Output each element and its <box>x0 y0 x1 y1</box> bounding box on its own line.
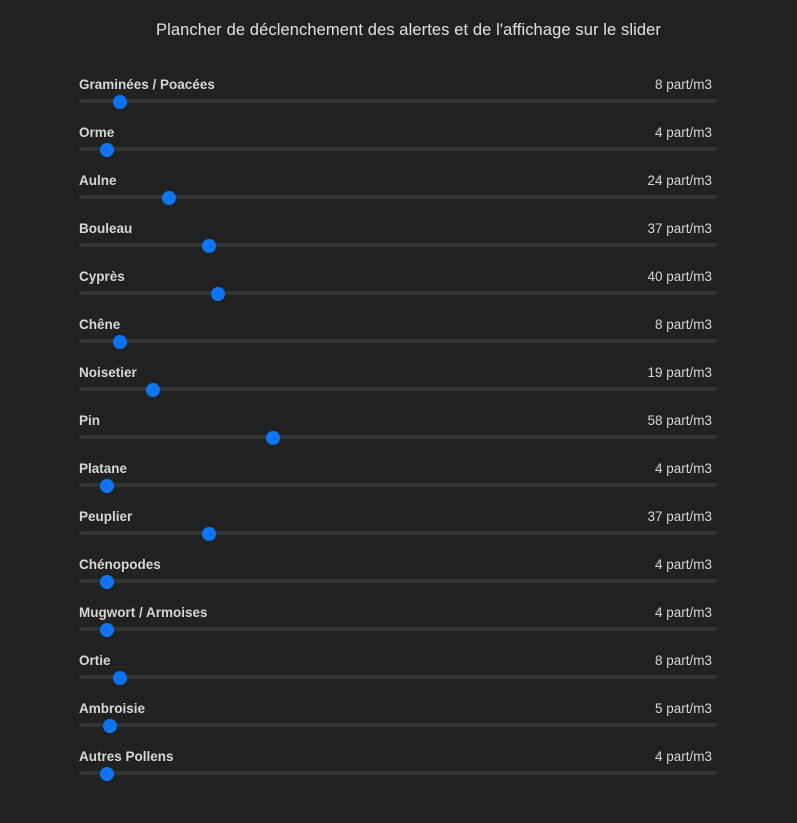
slider-row: Noisetier 19 part/m3 <box>79 363 717 411</box>
slider-track[interactable] <box>79 483 717 487</box>
page-title: Plancher de déclenchement des alertes et… <box>155 21 662 39</box>
slider-label: Orme <box>79 125 115 140</box>
slider-track[interactable] <box>79 147 717 151</box>
slider-track[interactable] <box>79 579 717 583</box>
slider-thumb[interactable] <box>112 95 127 109</box>
slider-thumb[interactable] <box>201 527 216 541</box>
slider-thumb[interactable] <box>161 191 176 205</box>
slider-label: Aulne <box>79 173 117 188</box>
slider-track[interactable] <box>79 243 717 247</box>
slider-track[interactable] <box>79 339 717 343</box>
slider-track[interactable] <box>79 291 717 295</box>
slider-value: 4 part/m3 <box>654 605 712 620</box>
slider-value: 8 part/m3 <box>654 77 712 92</box>
slider-thumb[interactable] <box>100 623 115 637</box>
slider-row: Peuplier 37 part/m3 <box>79 507 717 555</box>
slider-value: 5 part/m3 <box>654 701 712 716</box>
slider-value: 58 part/m3 <box>647 413 712 428</box>
slider-thumb[interactable] <box>211 287 225 301</box>
slider-track[interactable] <box>79 723 717 727</box>
slider-thumb[interactable] <box>100 575 115 589</box>
slider-value: 40 part/m3 <box>647 269 712 284</box>
slider-label: Autres Pollens <box>79 749 174 764</box>
slider-row: Ambroisie 5 part/m3 <box>79 699 717 747</box>
slider-row: Graminées / Poacées 8 part/m3 <box>79 75 717 123</box>
slider-row: Platane 4 part/m3 <box>79 459 717 507</box>
slider-label: Ambroisie <box>79 701 146 716</box>
slider-label: Mugwort / Armoises <box>79 605 208 620</box>
slider-row: Chénopodes 4 part/m3 <box>79 555 717 603</box>
slider-row: Aulne 24 part/m3 <box>79 171 717 219</box>
slider-row: Cyprès 40 part/m3 <box>79 267 717 315</box>
slider-row: Bouleau 37 part/m3 <box>79 219 717 267</box>
slider-value: 24 part/m3 <box>647 173 712 188</box>
slider-row: Chêne 8 part/m3 <box>79 315 717 363</box>
slider-label: Graminées / Poacées <box>79 77 215 92</box>
slider-value: 37 part/m3 <box>647 221 712 236</box>
slider-label: Ortie <box>79 653 111 668</box>
slider-value: 4 part/m3 <box>654 125 712 140</box>
slider-value: 19 part/m3 <box>647 365 712 380</box>
slider-label: Cyprès <box>79 269 125 284</box>
slider-thumb[interactable] <box>100 143 115 157</box>
slider-track[interactable] <box>79 387 717 391</box>
slider-label: Pin <box>79 413 101 428</box>
slider-label: Noisetier <box>79 365 137 380</box>
slider-label: Platane <box>79 461 128 476</box>
slider-thumb[interactable] <box>103 719 118 733</box>
slider-track[interactable] <box>79 627 717 631</box>
slider-label: Chénopodes <box>79 557 161 572</box>
slider-value: 4 part/m3 <box>654 557 712 572</box>
slider-track[interactable] <box>79 675 717 679</box>
slider-track[interactable] <box>79 531 717 535</box>
slider-thumb[interactable] <box>266 431 281 445</box>
slider-value: 4 part/m3 <box>654 461 712 476</box>
slider-list: Graminées / Poacées 8 part/m3 Orme 4 par… <box>79 75 717 795</box>
slider-row: Orme 4 part/m3 <box>79 123 717 171</box>
slider-value: 37 part/m3 <box>647 509 712 524</box>
slider-label: Peuplier <box>79 509 133 524</box>
slider-label: Chêne <box>79 317 121 332</box>
slider-row: Pin 58 part/m3 <box>79 411 717 459</box>
slider-value: 8 part/m3 <box>654 317 712 332</box>
slider-track[interactable] <box>79 195 717 199</box>
slider-value: 8 part/m3 <box>654 653 712 668</box>
slider-thumb[interactable] <box>146 383 161 397</box>
slider-row: Ortie 8 part/m3 <box>79 651 717 699</box>
slider-value: 4 part/m3 <box>654 749 712 764</box>
slider-thumb[interactable] <box>112 671 127 685</box>
slider-row: Mugwort / Armoises 4 part/m3 <box>79 603 717 651</box>
slider-track[interactable] <box>79 435 717 439</box>
slider-thumb[interactable] <box>201 239 216 253</box>
slider-thumb[interactable] <box>100 479 115 493</box>
slider-track[interactable] <box>79 771 717 775</box>
slider-row: Autres Pollens 4 part/m3 <box>79 747 717 795</box>
slider-thumb[interactable] <box>112 335 127 349</box>
slider-label: Bouleau <box>79 221 133 236</box>
slider-track[interactable] <box>79 99 717 103</box>
slider-thumb[interactable] <box>100 767 115 781</box>
